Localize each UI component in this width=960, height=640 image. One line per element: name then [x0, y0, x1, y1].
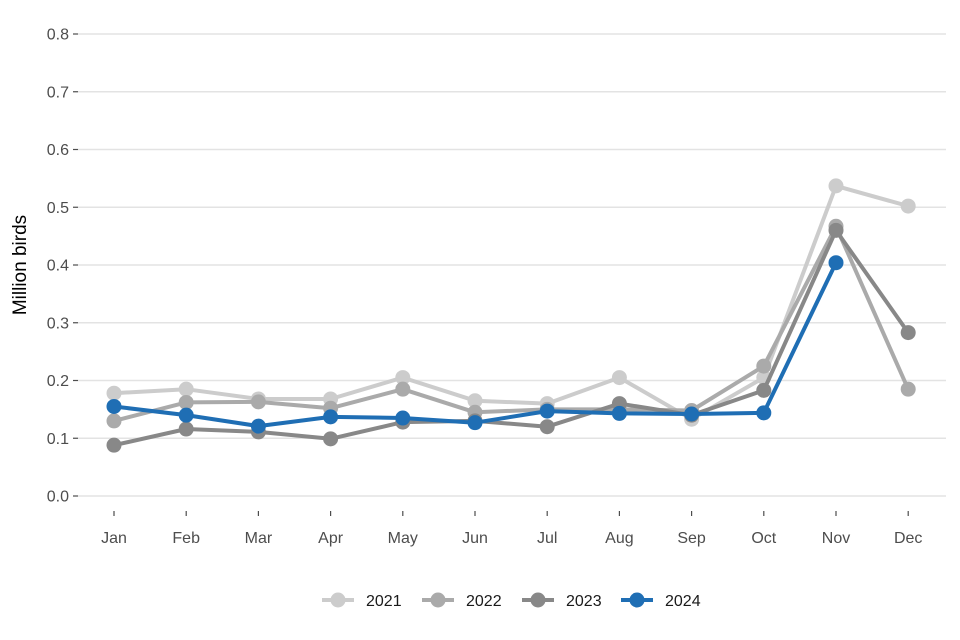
x-tick-label: Feb [172, 530, 200, 547]
legend-item-2023: 2023 [522, 592, 602, 610]
y-tick-label: 0.1 [47, 431, 69, 448]
data-point-2021-May [395, 370, 411, 386]
series-2024 [106, 255, 844, 434]
series-line-2022 [112, 224, 911, 423]
y-tick-label: 0.2 [47, 373, 69, 390]
x-tick-label: Jan [101, 530, 127, 547]
legend-swatch-point [629, 592, 645, 608]
legend-item-2024: 2024 [621, 592, 701, 610]
data-point-2021-Nov [828, 178, 844, 194]
legend-item-2022: 2022 [422, 592, 502, 610]
legend-label: 2023 [566, 593, 602, 610]
x-tick-label: Sep [677, 530, 706, 547]
series-line-2023 [112, 228, 911, 448]
data-point-2023-Oct [756, 382, 772, 398]
data-point-2023-Feb [178, 421, 194, 437]
legend-swatch-point [430, 592, 446, 608]
series-lines [106, 178, 916, 453]
data-point-2022-Feb [178, 394, 194, 410]
x-tick-label: Jul [537, 530, 557, 547]
data-point-2022-May [395, 381, 411, 397]
data-point-2024-Jul [539, 403, 555, 419]
data-point-2024-Oct [756, 405, 772, 421]
legend-label: 2022 [466, 593, 502, 610]
y-tick-label: 0.8 [47, 27, 69, 44]
data-point-2021-Dec [900, 198, 916, 214]
x-tick-label: May [388, 530, 418, 547]
data-point-2021-Aug [611, 370, 627, 386]
x-tick-label: Aug [605, 530, 633, 547]
data-point-2023-Jan [106, 437, 122, 453]
data-point-2021-Jun [467, 393, 483, 409]
y-tick-label: 0.6 [47, 142, 69, 159]
data-point-2022-Mar [250, 394, 266, 410]
data-point-2022-Dec [900, 381, 916, 397]
data-point-2024-May [395, 410, 411, 426]
data-point-2023-Dec [900, 325, 916, 341]
x-axis: Jan Feb Mar Apr May Jun Jul Aug Sep Oct Nov Dec [101, 511, 922, 547]
data-point-2024-Nov [828, 255, 844, 271]
data-point-2024-Mar [250, 418, 266, 434]
legend-label: 2021 [366, 593, 402, 610]
data-point-2023-Apr [323, 431, 339, 447]
data-point-2023-Jul [539, 419, 555, 435]
x-tick-label: Jun [462, 530, 488, 547]
x-tick-label: Oct [751, 530, 776, 547]
data-point-2024-Apr [323, 409, 339, 425]
y-tick-label: 0.0 [47, 489, 69, 506]
x-tick-label: Apr [318, 530, 344, 547]
data-point-2022-Oct [756, 358, 772, 374]
y-tick-label: 0.3 [47, 315, 69, 332]
grid-lines [78, 33, 946, 497]
y-axis-title: Million birds [10, 215, 31, 315]
x-tick-label: Nov [822, 530, 850, 547]
legend-label: 2024 [665, 593, 701, 610]
data-point-2021-Feb [178, 381, 194, 397]
series-2021 [106, 178, 916, 427]
x-tick-label: Mar [245, 530, 273, 547]
data-point-2024-Sep [684, 406, 700, 422]
y-tick-label: 0.5 [47, 200, 69, 217]
data-point-2024-Aug [611, 405, 627, 421]
legend-swatch-point [530, 592, 546, 608]
y-tick-label: 0.7 [47, 84, 69, 101]
legend-item-2021: 2021 [322, 592, 402, 610]
data-point-2022-Jan [106, 413, 122, 429]
data-point-2023-Nov [828, 222, 844, 238]
legend-swatch-point [330, 592, 346, 608]
y-tick-label: 0.4 [47, 258, 69, 275]
y-axis: 0.0 0.1 0.2 0.3 0.4 0.5 0.6 0.7 0.8 [47, 27, 78, 506]
data-point-2024-Jun [467, 415, 483, 431]
data-point-2021-Jan [106, 385, 122, 401]
x-tick-label: Dec [894, 530, 922, 547]
data-point-2024-Feb [178, 407, 194, 423]
series-line-2021 [112, 183, 911, 422]
data-point-2024-Jan [106, 398, 122, 414]
legend: 2021 2022 2023 2024 [322, 592, 701, 610]
